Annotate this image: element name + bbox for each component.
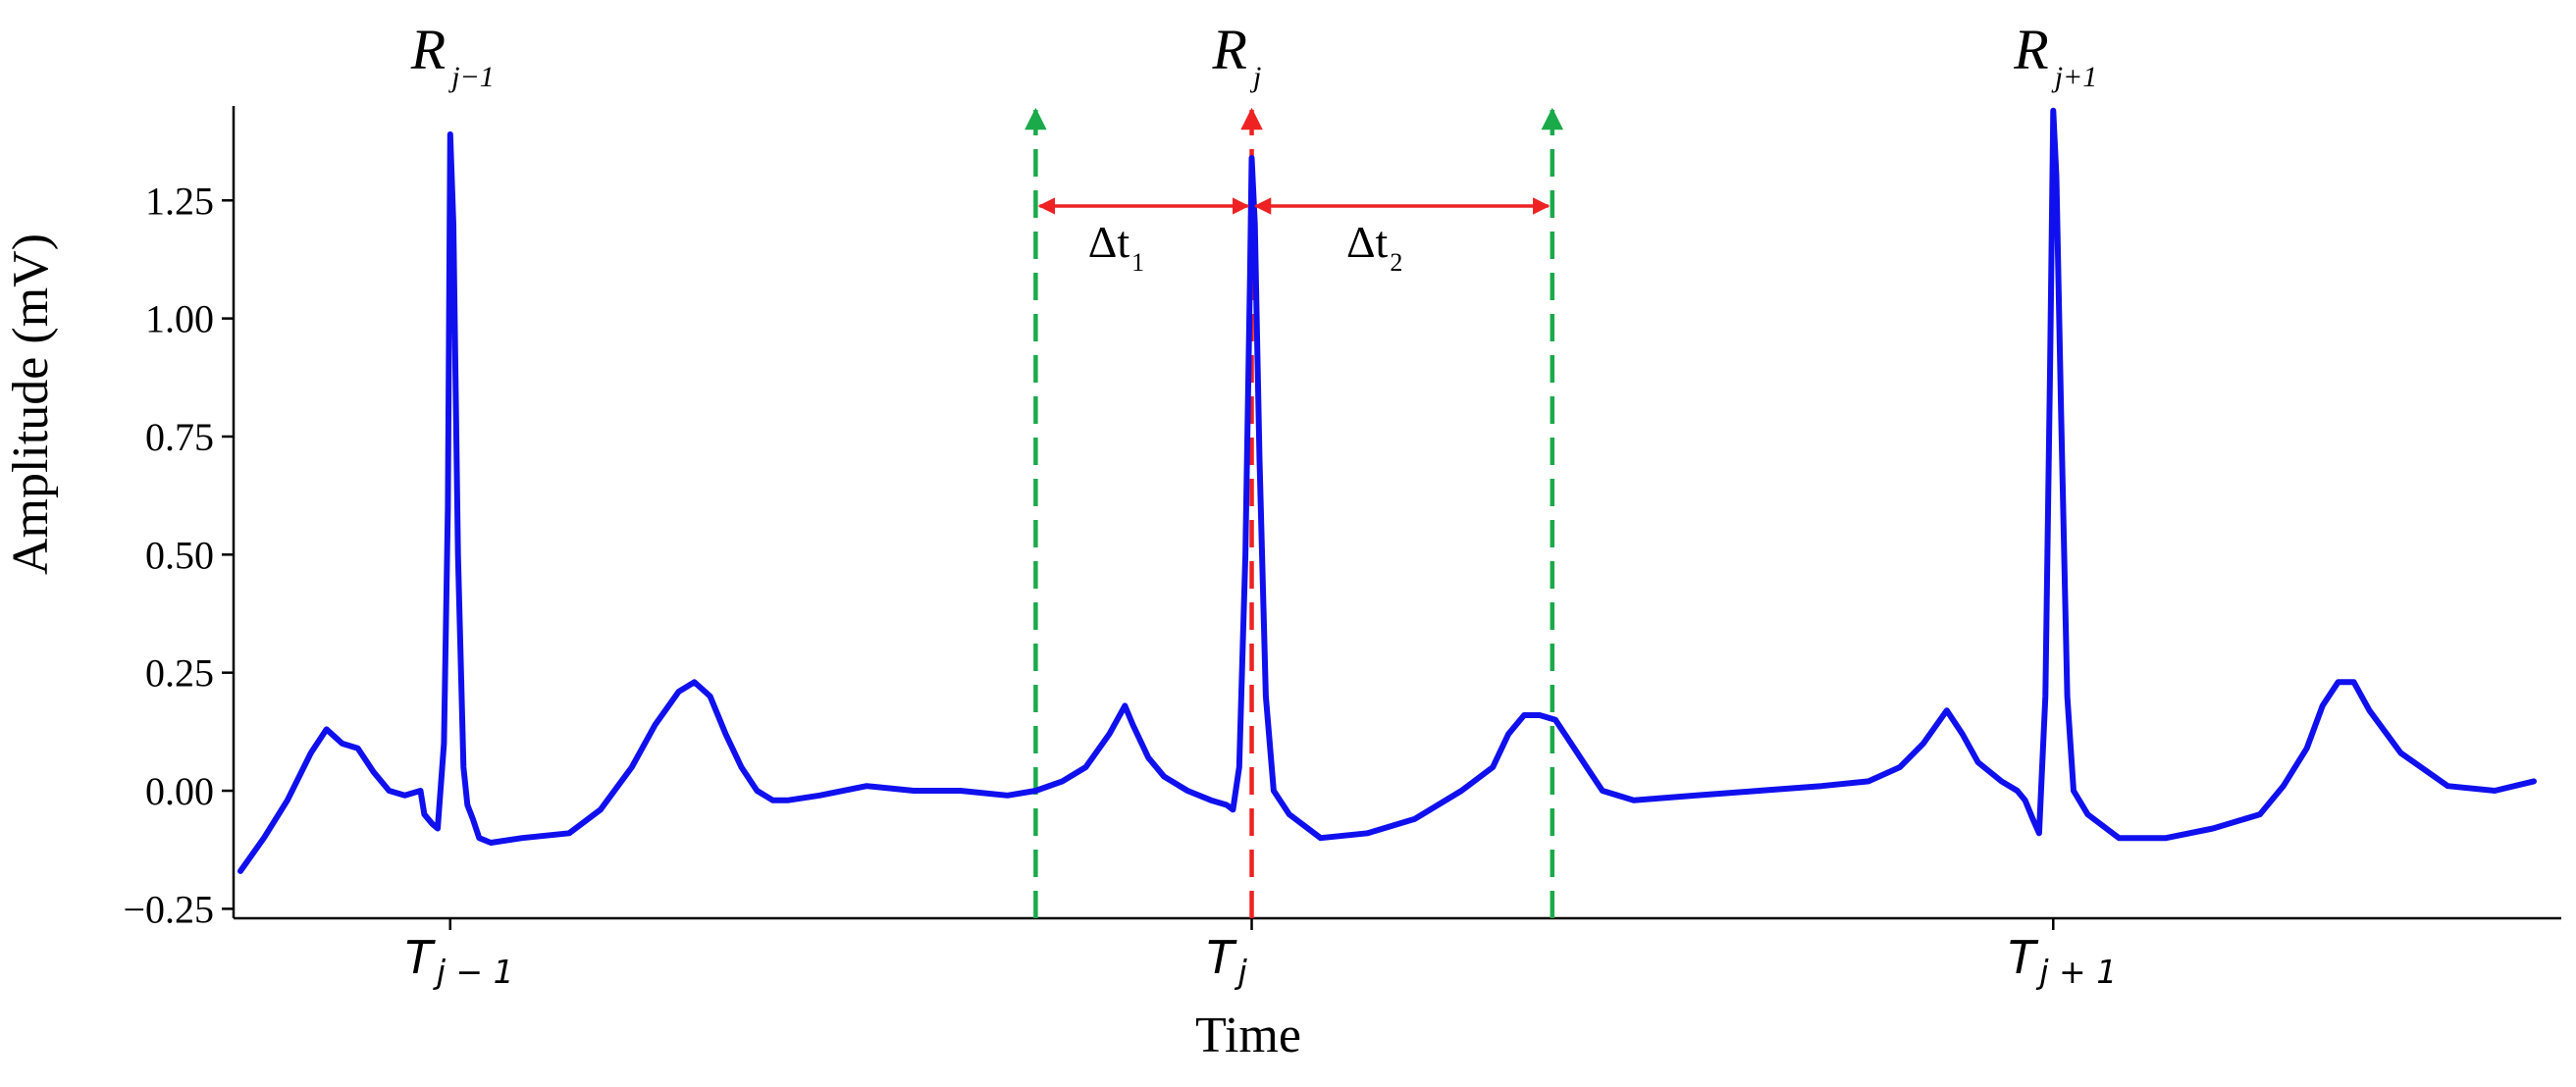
y-axis-ticks: −0.25 0.00 0.25 0.50 0.75 1.00 1.25 — [123, 179, 234, 931]
y-tick-label: −0.25 — [123, 887, 214, 931]
ecg-line — [237, 107, 2537, 874]
y-tick-label: 0.50 — [145, 533, 214, 577]
y-tick-label: 1.00 — [145, 297, 214, 341]
y-tick-label: 0.75 — [145, 415, 214, 459]
y-tick-label: 1.25 — [145, 179, 214, 223]
dt1-label: Δt1 — [1088, 217, 1144, 277]
axes — [232, 106, 2561, 920]
time-intervals: Δt1 Δt2 — [1037, 197, 1551, 277]
y-tick-label: 0.25 — [145, 651, 214, 696]
dt2-label: Δt2 — [1346, 217, 1402, 277]
ecg-series — [237, 107, 2537, 874]
y-axis-title: Amplitude (mV) — [3, 233, 59, 575]
x-axis-title: Time — [1195, 1008, 1301, 1063]
y-tick-label: 0.00 — [145, 769, 214, 813]
